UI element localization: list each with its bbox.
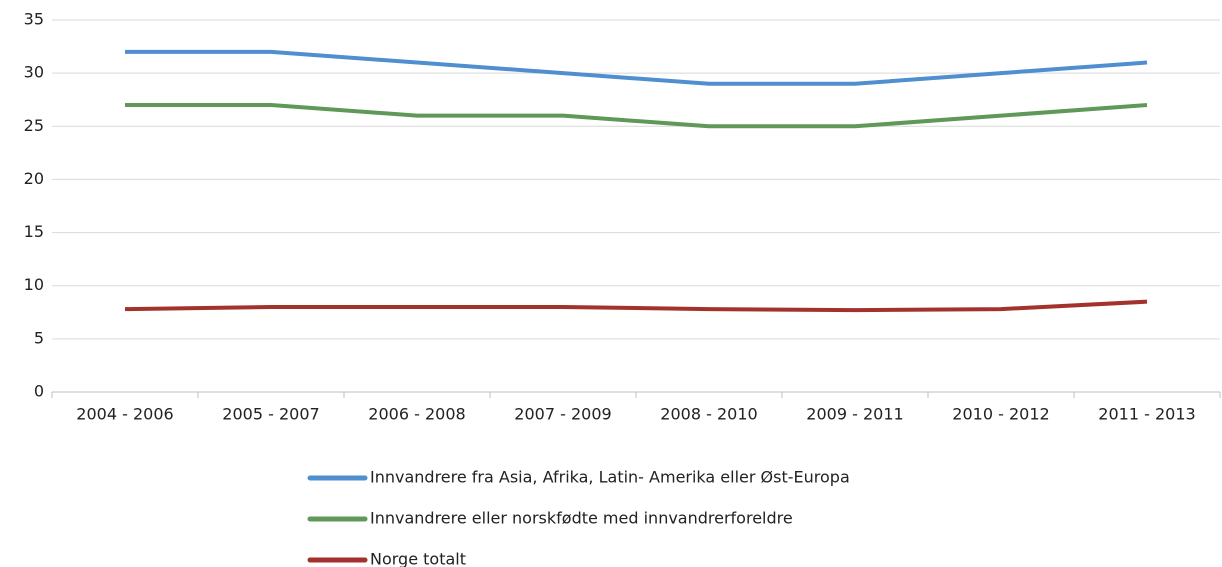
y-tick-label: 10 <box>24 275 44 294</box>
legend-label: Innvandrere fra Asia, Afrika, Latin- Ame… <box>370 468 850 487</box>
x-tick-label: 2008 - 2010 <box>660 405 757 424</box>
x-tick-label: 2004 - 2006 <box>76 405 173 424</box>
x-tick-label: 2011 - 2013 <box>1098 405 1195 424</box>
series-line <box>125 49 1148 86</box>
y-tick-label: 0 <box>34 382 44 401</box>
y-tick-label: 25 <box>24 116 44 135</box>
series-line <box>125 103 1148 129</box>
y-tick-label: 35 <box>24 10 44 29</box>
series-line <box>124 299 1148 313</box>
legend-label: Innvandrere eller norskfødte med innvand… <box>370 509 793 528</box>
y-tick-label: 20 <box>24 169 44 188</box>
x-tick-label: 2005 - 2007 <box>222 405 319 424</box>
y-tick-label: 5 <box>34 328 44 347</box>
x-tick-label: 2006 - 2008 <box>368 405 465 424</box>
x-tick-label: 2010 - 2012 <box>952 405 1049 424</box>
y-tick-label: 15 <box>24 222 44 241</box>
y-tick-label: 30 <box>24 63 44 82</box>
legend-label: Norge totalt <box>370 550 466 567</box>
x-tick-label: 2009 - 2011 <box>806 405 903 424</box>
x-tick-label: 2007 - 2009 <box>514 405 611 424</box>
